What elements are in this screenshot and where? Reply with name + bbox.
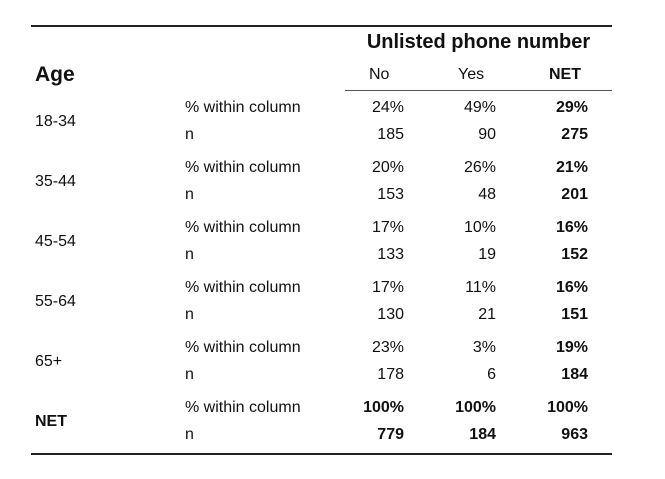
table-cell: 152 — [561, 246, 588, 263]
header-rule — [345, 90, 612, 91]
stat-label-n: n — [185, 126, 194, 143]
table-cell: 20% — [371, 159, 404, 176]
column-header-no: No — [369, 66, 390, 83]
table-cell: 21 — [478, 306, 496, 323]
row-group-label: 55-64 — [35, 293, 76, 310]
stat-label-n: n — [185, 306, 194, 323]
table-cell: 151 — [561, 306, 588, 323]
row-group-label: 35-44 — [35, 173, 76, 190]
row-header-age: Age — [35, 63, 75, 86]
stat-label-pct: % within column — [185, 159, 301, 176]
stat-label-pct: % within column — [185, 279, 301, 296]
table-cell: 963 — [561, 426, 588, 443]
row-group-label: 45-54 — [35, 233, 76, 250]
table-cell: 100% — [547, 399, 588, 416]
table-cell: 48 — [478, 186, 496, 203]
row-group-label: 65+ — [35, 353, 63, 370]
table-cell: 90 — [478, 126, 496, 143]
table-cell: 3% — [472, 339, 496, 356]
stat-label-n: n — [185, 366, 194, 383]
table-cell: 100% — [455, 399, 496, 416]
column-spanner-title: Unlisted phone number — [366, 31, 591, 53]
table-cell: 185 — [377, 126, 404, 143]
table-cell: 19% — [555, 339, 588, 356]
table-cell: 17% — [371, 219, 404, 236]
table-cell: 10% — [463, 219, 496, 236]
table-cell: 178 — [377, 366, 404, 383]
table-cell: 26% — [463, 159, 496, 176]
table-cell: 130 — [377, 306, 404, 323]
table-cell: 184 — [469, 426, 496, 443]
table-cell: 24% — [371, 99, 404, 116]
top-rule — [31, 25, 612, 27]
stat-label-pct: % within column — [185, 219, 301, 236]
stat-label-pct: % within column — [185, 339, 301, 356]
stat-label-n: n — [185, 246, 194, 263]
table-cell: 275 — [561, 126, 588, 143]
table-cell: 29% — [555, 99, 588, 116]
table-cell: 133 — [377, 246, 404, 263]
table-cell: 6 — [487, 366, 496, 383]
stat-label-pct: % within column — [185, 399, 301, 416]
table-cell: 49% — [463, 99, 496, 116]
bottom-rule — [31, 453, 612, 455]
column-header-net: NET — [549, 66, 581, 83]
table-cell: 23% — [371, 339, 404, 356]
column-header-yes: Yes — [458, 66, 485, 83]
table-cell: 11% — [465, 279, 496, 296]
stat-label-n: n — [185, 186, 194, 203]
table-cell: 17% — [371, 279, 404, 296]
row-group-label: 18-34 — [35, 113, 76, 130]
table-cell: 153 — [377, 186, 404, 203]
table-cell: 21% — [555, 159, 588, 176]
table-cell: 16% — [555, 279, 588, 296]
row-group-label: NET — [35, 413, 67, 430]
stat-label-n: n — [185, 426, 194, 443]
table-cell: 100% — [363, 399, 404, 416]
table-cell: 16% — [555, 219, 588, 236]
table-cell: 779 — [377, 426, 404, 443]
table-cell: 201 — [561, 186, 588, 203]
table-cell: 184 — [561, 366, 588, 383]
table-cell: 19 — [478, 246, 496, 263]
stat-label-pct: % within column — [185, 99, 301, 116]
